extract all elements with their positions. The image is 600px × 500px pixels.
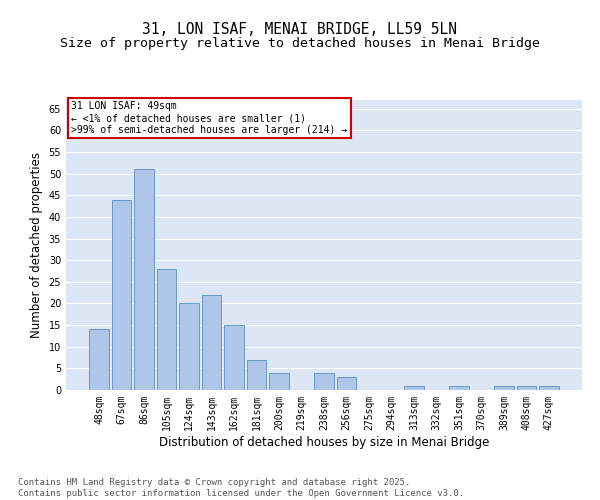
Bar	[247, 360, 266, 390]
Bar	[337, 377, 356, 390]
Bar	[494, 386, 514, 390]
Text: 31, LON ISAF, MENAI BRIDGE, LL59 5LN: 31, LON ISAF, MENAI BRIDGE, LL59 5LN	[143, 22, 458, 38]
Bar	[269, 372, 289, 390]
Bar	[134, 170, 154, 390]
Text: Contains HM Land Registry data © Crown copyright and database right 2025.
Contai: Contains HM Land Registry data © Crown c…	[18, 478, 464, 498]
Bar	[517, 386, 536, 390]
Text: Size of property relative to detached houses in Menai Bridge: Size of property relative to detached ho…	[60, 38, 540, 51]
Y-axis label: Number of detached properties: Number of detached properties	[30, 152, 43, 338]
Bar	[112, 200, 131, 390]
Text: 31 LON ISAF: 49sqm
← <1% of detached houses are smaller (1)
>99% of semi-detache: 31 LON ISAF: 49sqm ← <1% of detached hou…	[71, 102, 347, 134]
Bar	[314, 372, 334, 390]
Bar	[89, 330, 109, 390]
Bar	[539, 386, 559, 390]
Bar	[202, 295, 221, 390]
Bar	[224, 325, 244, 390]
Bar	[179, 304, 199, 390]
X-axis label: Distribution of detached houses by size in Menai Bridge: Distribution of detached houses by size …	[159, 436, 489, 448]
Bar	[449, 386, 469, 390]
Bar	[404, 386, 424, 390]
Bar	[157, 269, 176, 390]
